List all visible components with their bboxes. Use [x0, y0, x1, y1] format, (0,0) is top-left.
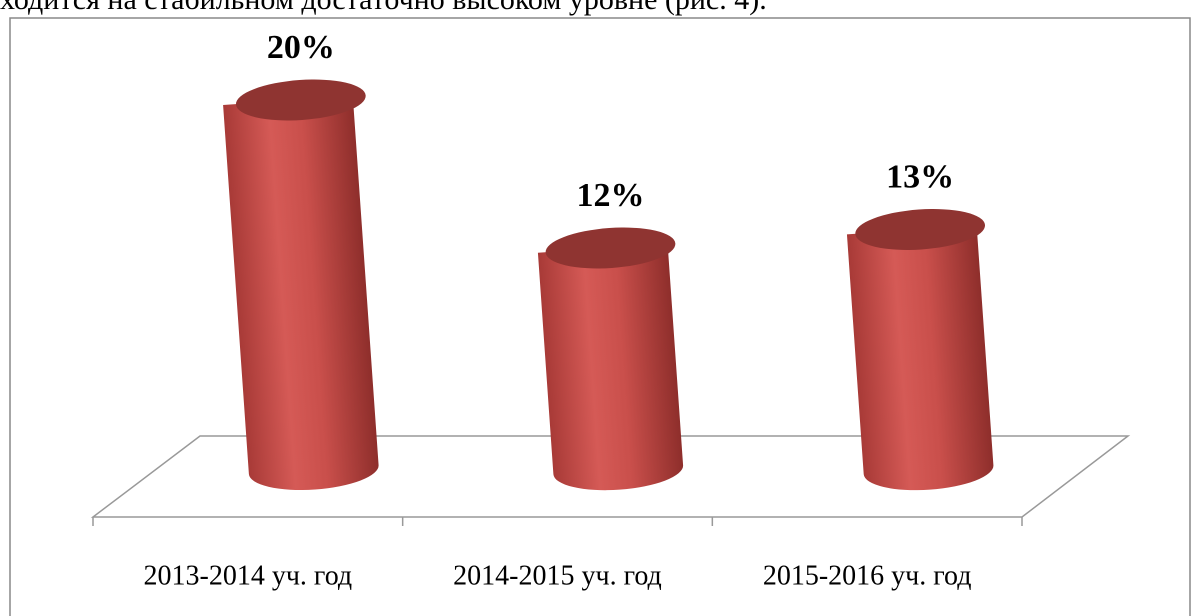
value-label: 12%: [577, 177, 645, 214]
x-tick-label: 2014-2015 уч. год: [453, 560, 662, 591]
document-text: ходится на стабильном достаточно высоком…: [0, 0, 767, 16]
value-label: 20%: [267, 29, 335, 66]
value-label: 13%: [886, 158, 954, 195]
bar: [223, 79, 379, 491]
x-tick-label: 2013-2014 уч. год: [144, 560, 353, 591]
bar: [537, 227, 684, 491]
bar: [846, 209, 994, 491]
chart-border: [9, 17, 1191, 616]
x-tick-label: 2015-2016 уч. год: [763, 560, 972, 591]
